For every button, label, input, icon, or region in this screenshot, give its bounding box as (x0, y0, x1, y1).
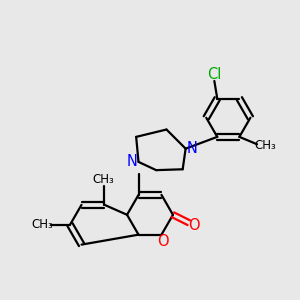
Text: CH₃: CH₃ (254, 139, 276, 152)
Text: N: N (187, 141, 197, 156)
Text: N: N (127, 154, 137, 169)
Text: CH₃: CH₃ (92, 173, 114, 186)
Text: Cl: Cl (207, 67, 221, 82)
Text: O: O (188, 218, 200, 232)
Text: CH₃: CH₃ (31, 218, 53, 231)
Text: O: O (157, 234, 169, 249)
